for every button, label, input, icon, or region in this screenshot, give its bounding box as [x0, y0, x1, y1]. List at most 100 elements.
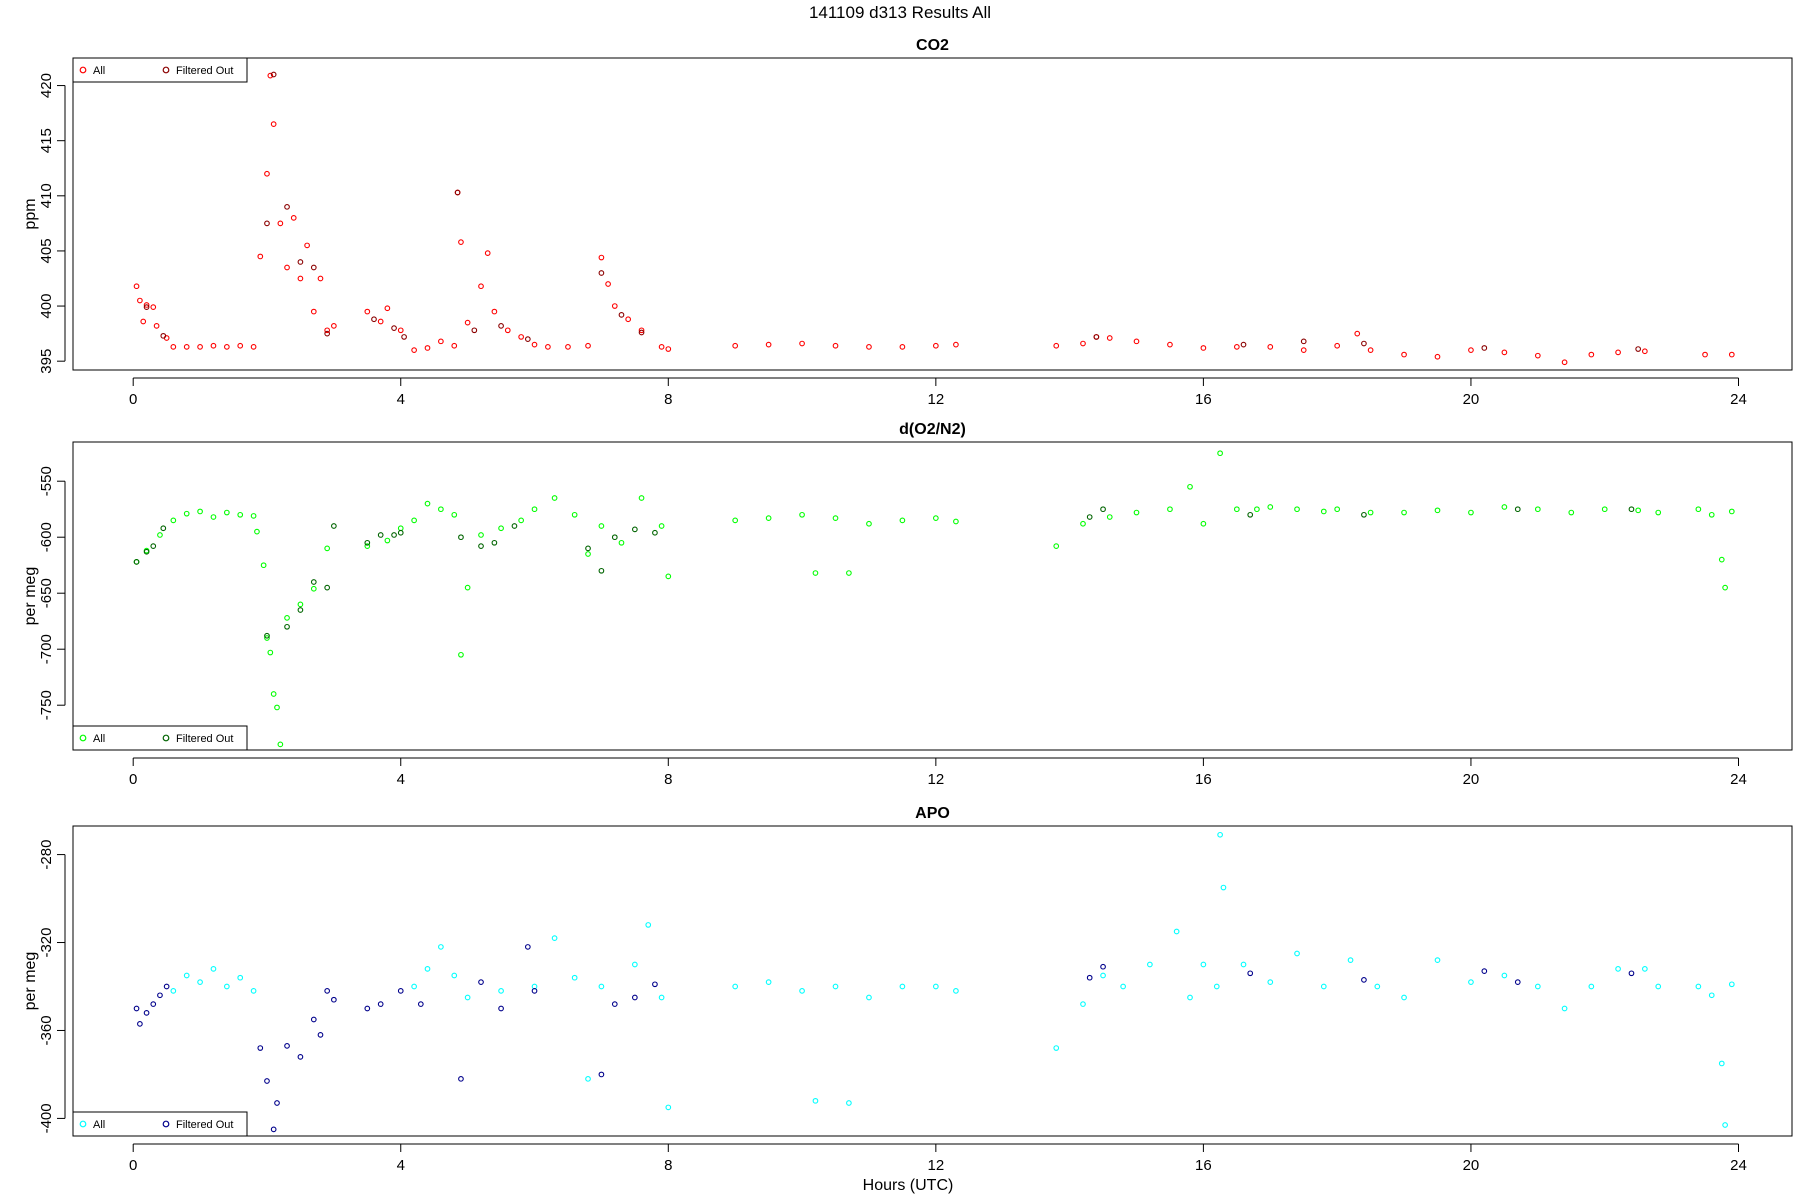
data-point [1561, 1005, 1568, 1012]
data-point [424, 345, 431, 351]
data-point [324, 988, 331, 994]
data-point [511, 523, 518, 529]
data-point [1728, 981, 1735, 988]
legend-label: Filtered Out [176, 733, 233, 745]
data-point [1053, 543, 1060, 550]
plot-frame [72, 825, 1793, 1137]
x-tick-label: 0 [129, 771, 137, 788]
data-point [551, 935, 558, 941]
data-point [438, 944, 444, 950]
data-point [1702, 351, 1708, 358]
y-tick-label: -600 [38, 522, 55, 552]
data-point [284, 1043, 290, 1049]
data-point [598, 567, 605, 574]
panel-title: CO2 [916, 37, 949, 54]
data-point [264, 632, 270, 639]
data-point [257, 1045, 264, 1051]
data-point [163, 983, 170, 990]
data-point [1401, 994, 1407, 1001]
data-point [150, 304, 157, 311]
data-point [1086, 974, 1093, 981]
data-point [1267, 504, 1274, 510]
data-point [1120, 983, 1126, 990]
data-point [491, 539, 498, 546]
data-point [254, 528, 260, 535]
data-point [1534, 506, 1541, 513]
data-point [1695, 983, 1702, 990]
data-point [638, 495, 645, 501]
data-point [632, 961, 638, 968]
data-point [1254, 506, 1260, 513]
y-axis-label: ppm [22, 198, 39, 229]
data-point [765, 515, 772, 522]
panel-title: APO [915, 805, 950, 822]
panel-2: APO 0 4 8 12 16 20 24 -280 -320 -360 -400 per meg All… [22, 805, 1793, 1174]
data-point [765, 341, 772, 348]
data-point [1568, 509, 1575, 516]
data-point [150, 543, 157, 550]
data-point [1294, 506, 1300, 513]
data-point [183, 972, 190, 979]
data-point [331, 323, 337, 329]
data-point [1100, 506, 1106, 513]
data-point [1708, 511, 1715, 518]
data-point [585, 1075, 591, 1082]
data-point [267, 72, 274, 79]
data-point [377, 1001, 384, 1007]
data-point [1615, 349, 1621, 356]
x-tick-label: 8 [664, 771, 672, 788]
data-point [1628, 506, 1635, 513]
data-point [371, 316, 377, 323]
x-tick-label: 20 [1463, 771, 1480, 788]
data-point [1233, 343, 1240, 350]
data-point [391, 325, 397, 331]
x-tick-label: 12 [928, 391, 945, 408]
x-tick-label: 24 [1730, 1157, 1747, 1174]
data-point [478, 979, 484, 985]
legend-label: All [93, 65, 105, 77]
data-point [1468, 979, 1474, 985]
panel-title: d(O2/N2) [899, 421, 966, 438]
legend-marker [79, 66, 87, 74]
x-tick-label: 8 [664, 1157, 672, 1174]
data-point [284, 264, 290, 271]
data-point [478, 283, 484, 290]
data-point [157, 532, 163, 538]
data-point [250, 988, 257, 994]
data-point [384, 537, 391, 544]
data-point [1267, 979, 1274, 985]
data-point [364, 539, 371, 546]
data-point [638, 327, 645, 334]
data-point [397, 529, 404, 536]
data-point [223, 509, 230, 516]
legend-marker [79, 1120, 87, 1128]
data-point [585, 551, 591, 557]
y-axis-label: per meg [22, 952, 39, 1011]
data-point [324, 545, 331, 552]
data-point [297, 275, 304, 282]
data-point [297, 1054, 304, 1060]
data-point [1501, 349, 1508, 356]
data-point [866, 343, 872, 350]
data-point [143, 548, 150, 555]
legend-marker [162, 66, 170, 74]
data-point [1367, 509, 1374, 516]
data-point [1106, 514, 1113, 520]
data-point [1167, 341, 1173, 348]
data-point [1534, 352, 1541, 359]
legend-box [72, 725, 248, 751]
data-point [417, 1001, 424, 1007]
series-1 [133, 506, 1635, 639]
data-point [1334, 506, 1341, 513]
data-point [866, 994, 872, 1001]
data-point [1240, 961, 1247, 968]
data-point [665, 1104, 672, 1111]
data-point [1173, 928, 1180, 935]
data-point [658, 523, 665, 529]
data-point [953, 988, 959, 994]
data-point [1561, 359, 1568, 366]
data-point [531, 988, 538, 994]
data-point [1641, 348, 1648, 355]
data-point [665, 346, 672, 352]
